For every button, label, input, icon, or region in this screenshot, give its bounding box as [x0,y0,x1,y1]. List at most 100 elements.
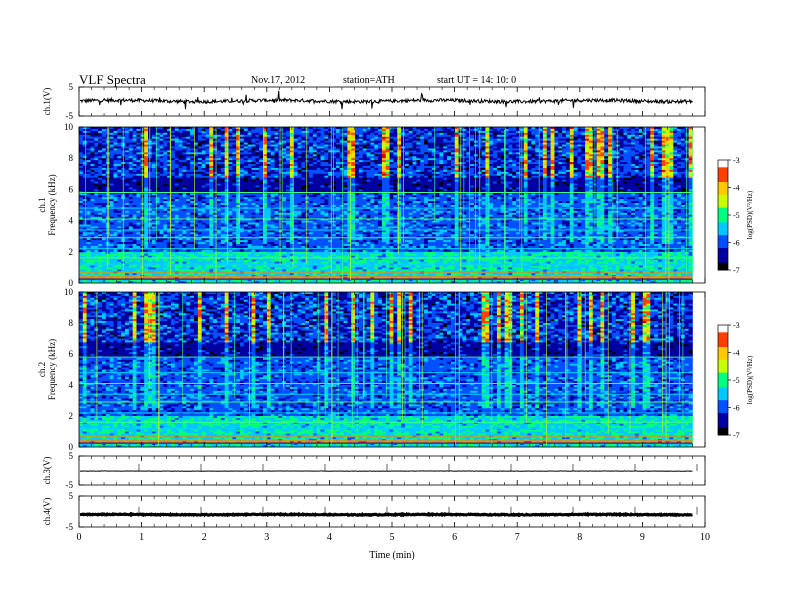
colorbar-cell [718,400,728,403]
colorbar-cell [718,257,728,260]
colorbar-cell [718,213,728,216]
y-tick-label: 4 [69,380,74,390]
colorbar-cell [718,216,728,220]
colorbar-cell [718,268,728,271]
colorbar-cell [718,259,728,262]
x-tick-label: 10 [700,532,710,543]
colorbar-cell [718,422,728,425]
colorbar-cell [718,226,728,229]
colorbar-cell [718,394,728,397]
colorbar-cell [718,414,728,418]
y-axis-label: ch.3(V) [42,457,52,485]
colorbar-cell [718,204,728,207]
colorbar-label: log(PSD)(V²/Hz) [746,355,754,404]
colorbar-cell [718,389,728,392]
colorbar-cell [718,387,728,390]
colorbar-cell [718,235,728,238]
colorbar-cell [718,191,728,194]
colorbar-cell [718,222,728,225]
colorbar-cell [718,328,728,331]
y-axis-label: Frequency (kHz) [47,174,57,235]
colorbar-cell [718,246,728,249]
colorbar-cell [718,350,728,353]
y-tick-label: 2 [69,247,74,257]
colorbar-cell [718,372,728,375]
y-tick-label: 5 [69,82,74,92]
colorbar-cell [718,363,728,366]
y-tick-label: 8 [69,153,74,163]
colorbar-cell [718,200,728,203]
y-tick-label: 6 [69,349,74,359]
colorbar-tick-label: -5 [733,376,740,385]
colorbar-cell [718,374,728,377]
colorbar-cell [718,376,728,379]
colorbar-cell [718,427,728,430]
y-tick-label: 0 [69,442,74,452]
x-tick-label: 2 [202,532,207,543]
colorbar-cell [718,381,728,385]
colorbar-cell [718,326,728,330]
x-tick-label: 6 [452,532,457,543]
colorbar-cell [718,227,728,231]
colorbar-cell [718,209,728,212]
y-tick-label: 5 [69,491,74,501]
colorbar-cell [718,207,728,210]
x-tick-label: 3 [264,532,269,543]
colorbar-cell [718,193,728,196]
colorbar-cell [718,378,728,381]
colorbar-cell [718,402,728,405]
x-tick-label: 5 [390,532,395,543]
colorbar-cell [718,411,728,414]
colorbar-cell [718,255,728,258]
colorbar-cell [718,330,728,333]
colorbar-cell [718,367,728,370]
colorbar-tick-label: -6 [733,404,740,413]
colorbar-cell [718,196,728,199]
colorbar-tick-label: -7 [733,431,740,440]
colorbar-cell [718,383,728,386]
colorbar-cell [718,189,728,192]
start-time-label: start UT = 14: 10: 0 [437,75,516,86]
colorbar-cell [718,334,728,337]
colorbar-cell [718,365,728,368]
colorbar-cell [718,233,728,236]
colorbar-cell [718,262,728,265]
colorbar-cell [718,424,728,427]
y-axis-label: ch.4(V) [42,498,52,526]
colorbar-cell [718,176,728,179]
panel-frame [78,495,706,528]
colorbar-cell [718,359,728,363]
colorbar-cell [718,354,728,357]
y-axis-label: ch.1 [37,197,47,212]
colorbar-cell [718,352,728,355]
x-axis-label: Time (min) [369,550,414,561]
colorbar-cell [718,380,728,383]
y-tick-label: -5 [66,111,74,121]
x-tick-label: 9 [640,532,645,543]
colorbar-cell [718,242,728,245]
colorbar-cell [718,341,728,344]
colorbar-cell [718,403,728,407]
signal-line [79,511,693,518]
colorbar-tick-label: -6 [733,239,740,248]
colorbar-cell [718,385,728,388]
colorbar-cell [718,248,728,251]
y-tick-label: 10 [64,287,74,297]
x-tick-label: 7 [515,532,520,543]
colorbar-cell [718,396,728,399]
y-tick-label: 8 [69,318,74,328]
colorbar-tick-label: -3 [733,321,740,330]
colorbar-tick-label: -3 [733,156,740,165]
colorbar-cell [718,358,728,361]
colorbar-cell [718,215,728,218]
figure-title: VLF Spectra [79,72,146,88]
colorbar-cell [718,218,728,221]
colorbar-cell [718,345,728,348]
colorbar-cell [718,161,728,165]
y-tick-label: 10 [64,122,74,132]
colorbar-cell [718,369,728,372]
colorbar-tick-label: -5 [733,211,740,220]
colorbar-cell [718,418,728,421]
colorbar-cell [718,251,728,254]
